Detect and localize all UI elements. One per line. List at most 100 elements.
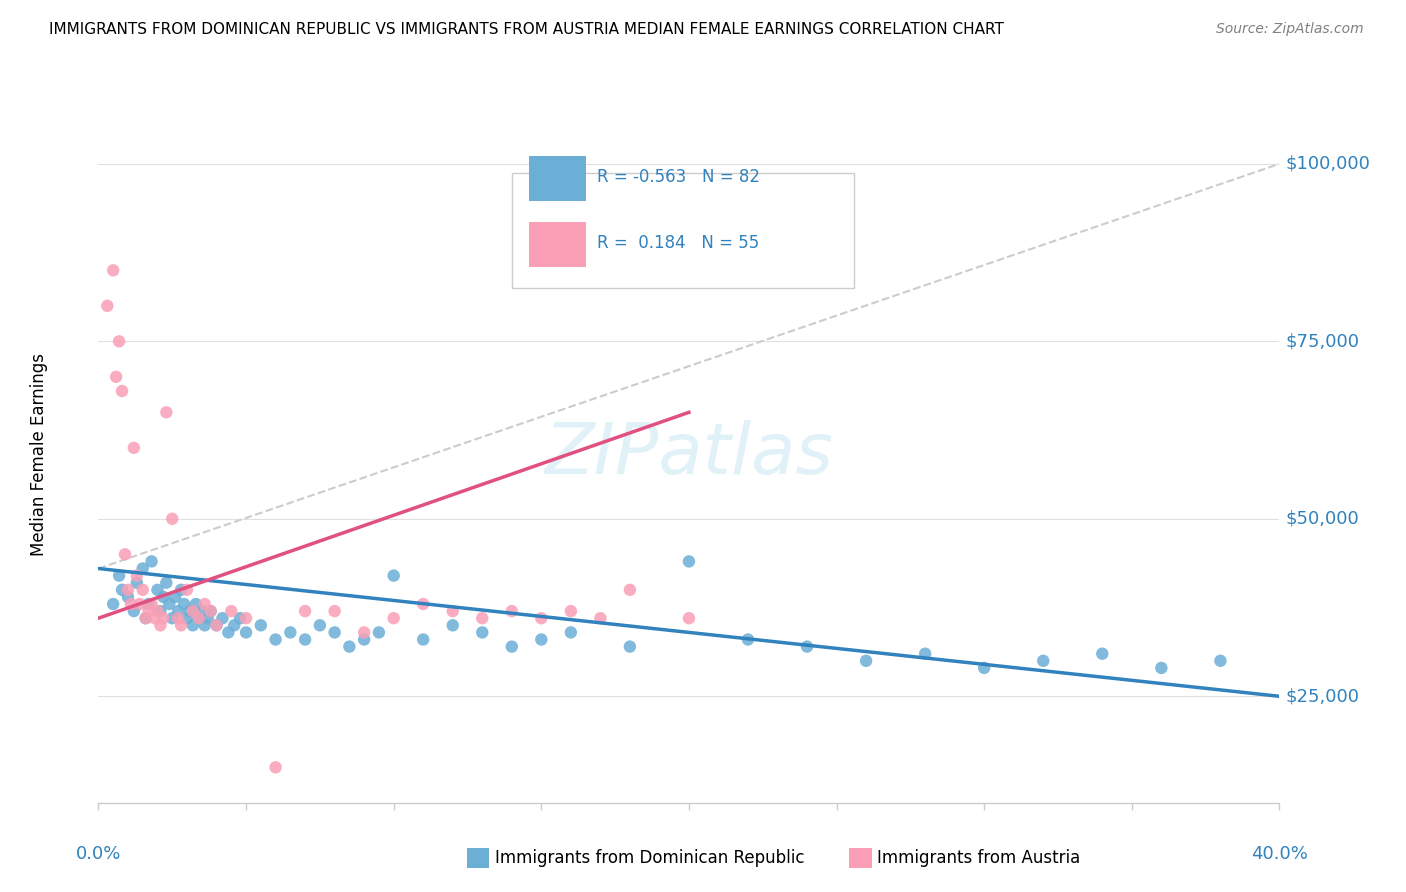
- Point: [382, 611, 405, 625]
- Point: [224, 618, 246, 632]
- Point: [152, 590, 174, 604]
- Point: [501, 640, 523, 654]
- Point: [125, 575, 148, 590]
- Point: [135, 611, 157, 625]
- Text: 40.0%: 40.0%: [1251, 845, 1308, 863]
- Point: [141, 597, 163, 611]
- Point: [170, 618, 193, 632]
- Point: [589, 611, 612, 625]
- Point: [162, 512, 183, 526]
- Point: [197, 611, 219, 625]
- Point: [353, 625, 375, 640]
- Point: [103, 263, 125, 277]
- Point: [128, 597, 150, 611]
- Point: [167, 611, 190, 625]
- Point: [619, 582, 641, 597]
- Point: [441, 604, 464, 618]
- Text: $100,000: $100,000: [1285, 155, 1371, 173]
- Point: [1091, 647, 1114, 661]
- Point: [855, 654, 877, 668]
- Point: [132, 582, 155, 597]
- Point: [205, 618, 228, 632]
- Point: [165, 590, 187, 604]
- Point: [146, 604, 169, 618]
- Point: [149, 604, 172, 618]
- Point: [108, 334, 131, 349]
- Point: [471, 611, 494, 625]
- Point: [176, 611, 198, 625]
- Point: [132, 561, 155, 575]
- Point: [146, 582, 169, 597]
- Point: [530, 611, 553, 625]
- Text: Median Female Earnings: Median Female Earnings: [31, 353, 48, 557]
- Point: [250, 618, 273, 632]
- Point: [149, 618, 172, 632]
- Point: [179, 604, 201, 618]
- Point: [412, 597, 434, 611]
- Text: Immigrants from Austria: Immigrants from Austria: [877, 849, 1081, 867]
- Point: [1209, 654, 1232, 668]
- Point: [796, 640, 818, 654]
- Point: [96, 299, 118, 313]
- Point: [122, 441, 145, 455]
- Point: [187, 611, 209, 625]
- Point: [323, 625, 346, 640]
- Point: [294, 632, 316, 647]
- Point: [191, 604, 214, 618]
- Point: [167, 604, 190, 618]
- Text: Immigrants from Dominican Republic: Immigrants from Dominican Republic: [495, 849, 804, 867]
- Point: [152, 611, 174, 625]
- Point: [111, 582, 134, 597]
- Point: [211, 611, 233, 625]
- Point: [219, 604, 242, 618]
- Point: [157, 597, 180, 611]
- Point: [337, 640, 360, 654]
- Point: [141, 554, 163, 568]
- Point: [184, 597, 207, 611]
- Text: $75,000: $75,000: [1285, 333, 1360, 351]
- Point: [412, 632, 434, 647]
- Point: [678, 611, 700, 625]
- Point: [200, 604, 222, 618]
- Point: [1032, 654, 1054, 668]
- Point: [278, 625, 302, 640]
- Text: Source: ZipAtlas.com: Source: ZipAtlas.com: [1216, 22, 1364, 37]
- Point: [353, 632, 375, 647]
- Point: [143, 611, 166, 625]
- Point: [973, 661, 995, 675]
- Point: [181, 618, 204, 632]
- Point: [194, 597, 217, 611]
- Point: [105, 369, 128, 384]
- FancyBboxPatch shape: [512, 173, 855, 288]
- Point: [117, 582, 139, 597]
- Point: [181, 604, 204, 618]
- FancyBboxPatch shape: [530, 222, 586, 267]
- Point: [1150, 661, 1173, 675]
- Point: [530, 632, 553, 647]
- Point: [323, 604, 346, 618]
- Point: [382, 568, 405, 582]
- Point: [501, 604, 523, 618]
- Point: [678, 554, 700, 568]
- Point: [471, 625, 494, 640]
- Point: [235, 625, 257, 640]
- Point: [120, 597, 142, 611]
- Point: [560, 604, 582, 618]
- Point: [114, 547, 136, 561]
- Point: [176, 582, 198, 597]
- Point: [309, 618, 332, 632]
- Point: [187, 611, 209, 625]
- Text: $50,000: $50,000: [1285, 510, 1360, 528]
- Point: [294, 604, 316, 618]
- Point: [138, 604, 160, 618]
- Point: [170, 582, 193, 597]
- Point: [194, 618, 217, 632]
- Point: [138, 597, 160, 611]
- Point: [264, 632, 287, 647]
- Point: [117, 590, 139, 604]
- Text: ZIPatlas: ZIPatlas: [544, 420, 834, 490]
- Point: [103, 597, 125, 611]
- Text: R = -0.563   N = 82: R = -0.563 N = 82: [596, 168, 759, 186]
- Point: [619, 640, 641, 654]
- Point: [173, 597, 195, 611]
